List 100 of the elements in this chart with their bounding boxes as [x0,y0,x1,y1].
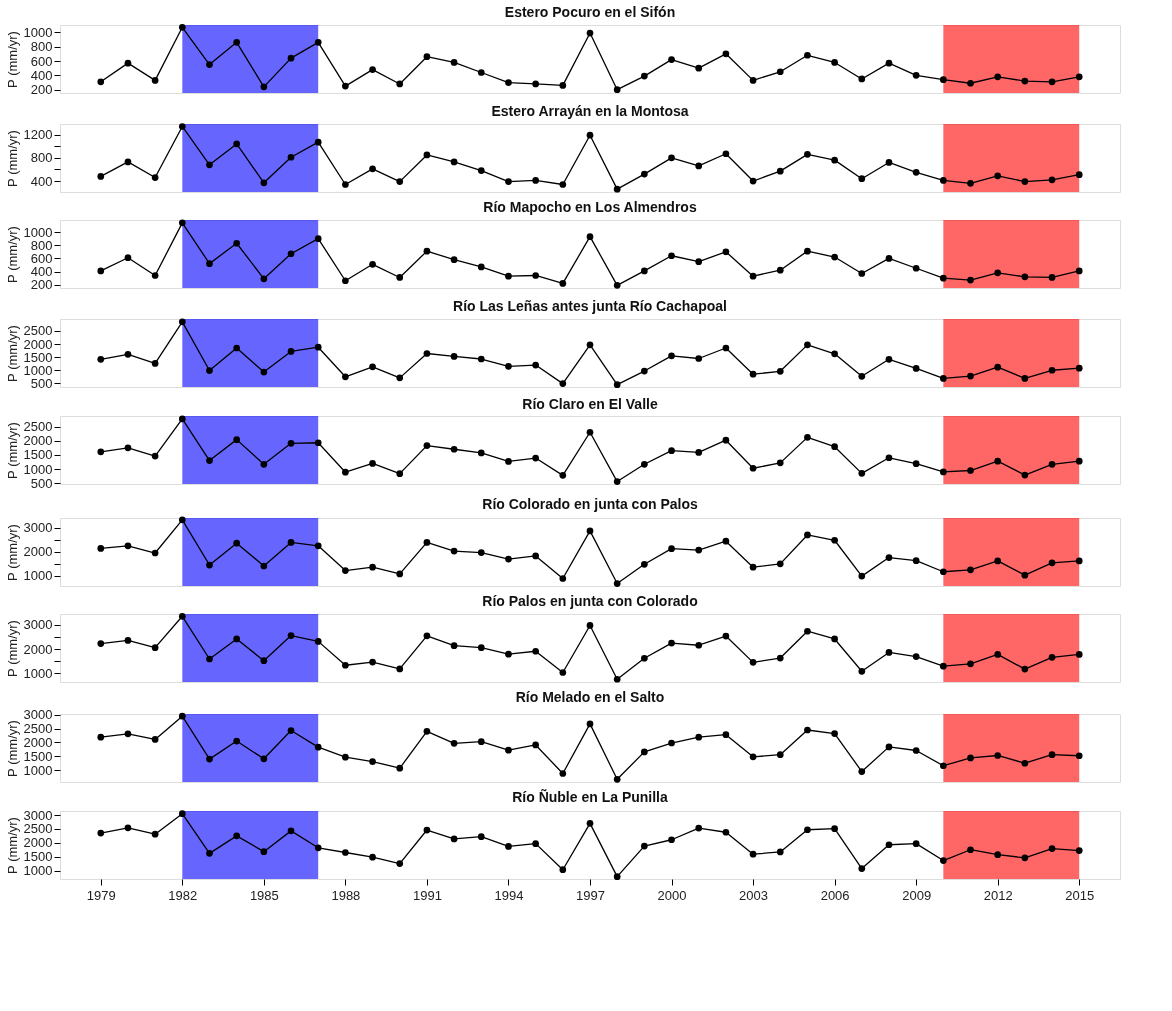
point [396,80,404,88]
point [939,274,947,282]
point [586,29,594,37]
point [178,415,186,423]
y-tick-label: 1000 [23,24,53,40]
point [450,835,458,843]
y-tick-label: 3000 [23,807,53,823]
point [532,361,539,369]
point [994,557,1002,565]
point [939,177,947,184]
point [831,350,838,358]
point [287,153,295,161]
x-tick-label: 2000 [657,887,687,903]
point [369,758,376,765]
point [749,659,757,666]
point [912,460,920,468]
point [260,83,268,91]
point [939,762,947,770]
point [967,467,974,474]
point [287,727,295,734]
point [151,360,159,367]
point [1075,847,1083,854]
point [369,853,376,861]
point [586,720,594,728]
point [206,457,213,464]
y-tick-label: 2000 [23,641,53,657]
x-tick-label: 1988 [331,887,361,903]
point [912,747,920,754]
point [967,846,974,854]
x-tick-label: 2009 [902,887,932,903]
point [260,179,268,187]
x-tick-label: 1982 [168,887,198,903]
point [668,56,675,63]
point [369,66,376,73]
y-tick-label: 2500 [23,821,53,837]
point [124,59,132,67]
point [450,547,458,555]
point [450,642,458,650]
point [559,669,567,676]
point [912,653,920,660]
y-tick-label: 1000 [23,665,53,681]
y-tick-label: 1000 [23,461,53,477]
point [97,355,105,363]
point [804,151,811,158]
y-tick-label: 3000 [23,707,53,723]
point [97,78,105,86]
point [206,367,213,374]
point [939,375,947,382]
chart-title: Río Claro en El Valle [522,395,658,412]
y-axis-title: P (mm/yr) [4,720,20,777]
point [722,150,730,158]
point [613,86,621,94]
point [423,442,431,449]
point [804,826,811,834]
x-tick-label: 1994 [494,887,524,903]
point [749,272,757,280]
point [858,175,866,183]
point [1075,752,1083,760]
point [967,754,974,762]
point [233,539,241,547]
y-axis-title: P (mm/yr) [4,325,20,382]
y-tick-label: 400 [30,264,53,280]
point [396,274,404,281]
point [505,178,512,185]
point [342,277,349,285]
point [1021,471,1029,479]
point [287,250,295,258]
point [749,563,757,571]
point [613,478,621,485]
point [233,39,241,46]
point [695,546,703,554]
point [477,738,485,745]
point [858,75,866,83]
point [912,168,920,176]
point [287,632,295,639]
point [613,381,621,389]
point [831,443,838,451]
point [369,363,376,371]
point [206,755,213,763]
point [450,256,458,264]
point [450,353,458,360]
point [776,167,784,175]
point [342,373,349,381]
point [396,470,404,477]
point [586,428,594,436]
chart-title: Estero Pocuro en el Sifón [504,3,676,20]
point [831,156,838,164]
point [994,269,1002,277]
point [396,178,404,185]
point [668,545,675,553]
y-tick-label: 2500 [23,721,53,737]
point [939,857,947,864]
point [586,131,594,139]
point [151,830,159,838]
point [858,270,866,277]
point [994,651,1002,658]
point [613,185,621,193]
point [314,439,322,447]
chart-title: Río Las Leñas antes junta Río Cachapoal [453,298,727,315]
point [1075,171,1083,178]
